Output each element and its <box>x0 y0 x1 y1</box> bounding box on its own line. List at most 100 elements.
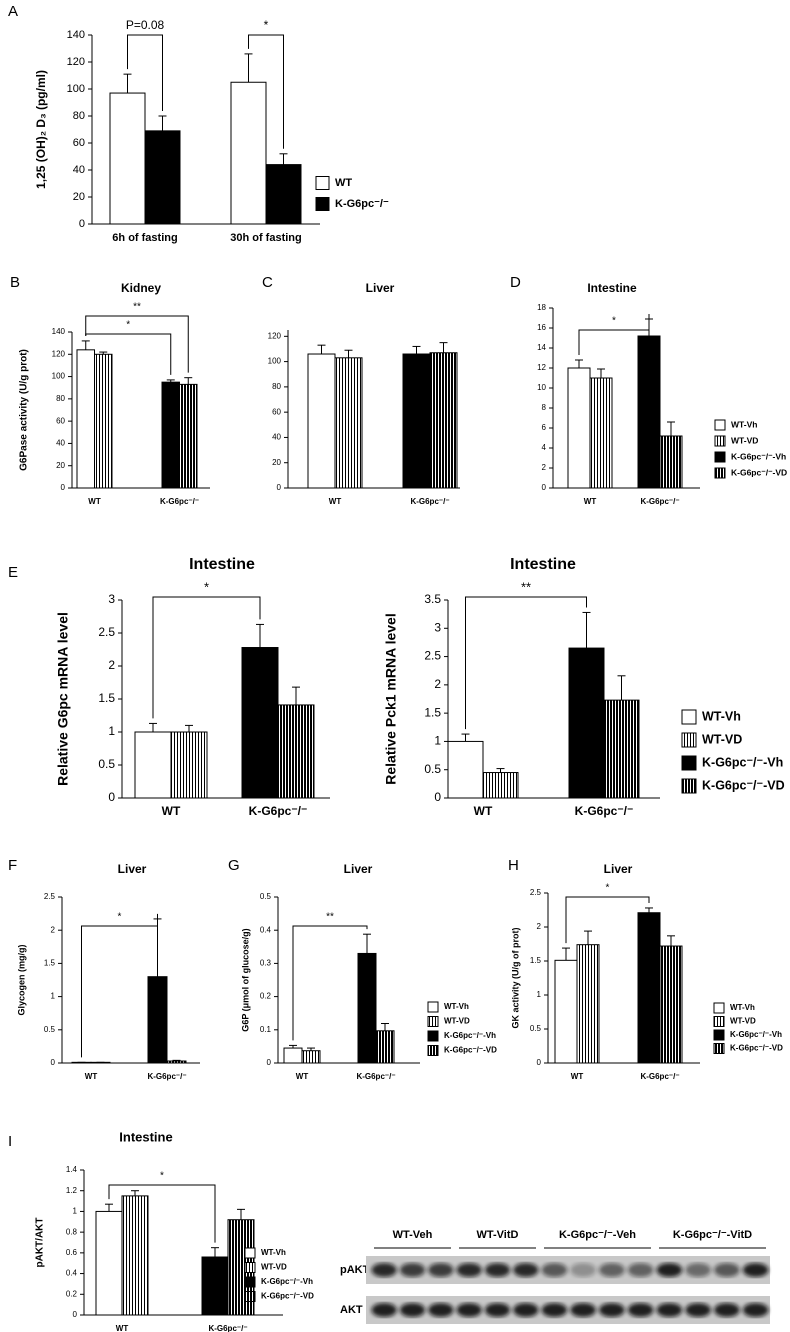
legend-swatch <box>427 1045 439 1056</box>
y-tick-label: 0.4 <box>66 1269 78 1278</box>
x-tick-label: K-G6pc⁻/⁻ <box>160 497 199 506</box>
bar <box>166 1060 187 1064</box>
y-tick-label: 1.5 <box>98 691 115 705</box>
western-blot: WT-Veh WT-VitD K-G6pc⁻/⁻-Veh K-G6pc⁻/⁻-VitD… <box>340 1229 770 1324</box>
legend-label: K-G6pc⁻/⁻ <box>335 198 389 210</box>
bar <box>659 435 683 489</box>
legend-swatch <box>714 419 726 431</box>
error-bar <box>131 1190 139 1196</box>
panel-letter: E <box>8 564 18 581</box>
y-axis-title: G6P (μmol of glucose/g) <box>240 928 250 1031</box>
bar <box>94 353 113 489</box>
chart-panel: C Liver 0 20 40 60 80 100 120 WT K-G6pc⁻/⁻ <box>262 274 460 506</box>
y-tick-label: 2 <box>542 463 547 472</box>
y-tick-label: 16 <box>537 323 546 332</box>
error-bar <box>575 359 583 368</box>
bar <box>201 1256 229 1316</box>
error-bar <box>81 340 90 350</box>
bar <box>637 912 661 1064</box>
blot-band <box>399 1263 426 1277</box>
error-bar <box>439 342 448 353</box>
y-tick-label: 2.5 <box>44 892 56 901</box>
y-tick-label: 0 <box>51 1058 56 1067</box>
y-tick-label: 0 <box>267 1058 272 1067</box>
bar <box>76 349 95 489</box>
y-tick-label: 1 <box>73 1207 78 1216</box>
y-tick-label: 1.2 <box>66 1186 78 1195</box>
y-tick-label: 2 <box>108 658 115 672</box>
x-tick-label: 30h of fasting <box>230 232 302 244</box>
chart-title: Kidney <box>121 281 161 295</box>
legend-swatch <box>681 709 697 725</box>
significance-bracket <box>465 596 587 730</box>
y-axis-title: G6Pase activity (U/g prot) <box>19 349 30 471</box>
y-tick-label: 140 <box>52 327 66 336</box>
chart-title: Intestine <box>119 1129 172 1144</box>
error-bar <box>172 1059 181 1062</box>
legend-swatch <box>681 755 697 771</box>
chart-panel: I Intestine pAKT/AKT 0 0.2 0.4 0.6 0.8 1 1.2 1.4 WT… <box>8 1129 314 1332</box>
y-tick-label: 0.3 <box>260 959 272 968</box>
chart-title: Liver <box>344 862 373 876</box>
x-tick-label: WT <box>474 804 493 818</box>
legend-label: K-G6pc⁻/⁻-Vh <box>261 1277 313 1286</box>
chart-title: Intestine <box>587 281 637 295</box>
bar <box>589 377 613 489</box>
bar <box>147 976 168 1064</box>
y-tick-label: 120 <box>52 349 66 358</box>
blot-band <box>598 1263 625 1277</box>
blot-band <box>428 1263 454 1277</box>
y-axis-title: 1,25 (OH)₂ D₃ (pg/ml) <box>34 70 48 189</box>
significance-bracket <box>85 333 172 375</box>
legend-label: K-G6pc⁻/⁻-VD <box>261 1292 314 1301</box>
legend-label: K-G6pc⁻/⁻-VD <box>702 778 785 792</box>
blot-band <box>627 1303 654 1317</box>
y-tick-label: 10 <box>537 383 546 392</box>
y-axis-title: Relative G6pc mRNA level <box>55 612 71 786</box>
chart-panel: A 1,25 (OH)₂ D₃ (pg/ml) 0 20 40 60 80 100 120 140… <box>8 3 389 244</box>
error-bar <box>99 351 108 355</box>
legend-swatch <box>714 451 726 463</box>
y-tick-label: 2.5 <box>424 649 441 663</box>
y-tick-label: 1.4 <box>66 1165 78 1174</box>
chart-panel: Intestine Relative Pck1 mRNA level 0 0.5 1 1.… <box>383 556 785 818</box>
y-tick-label: 60 <box>73 137 85 149</box>
y-axis-title: pAKT/AKT <box>35 1218 46 1268</box>
bar <box>170 731 208 799</box>
bar <box>144 130 181 225</box>
error-bar <box>461 733 470 742</box>
bar <box>307 353 336 489</box>
error-bar <box>158 115 167 131</box>
y-axis-title: Glycogen (mg/g) <box>16 944 26 1015</box>
legend-label: WT-Vh <box>731 419 757 429</box>
y-tick-label: 1.5 <box>530 956 542 965</box>
chart-panel: G Liver G6P (μmol of glucose/g) 0 0.1 0.2 0.3 0… <box>228 857 497 1081</box>
y-tick-label: 100 <box>268 357 282 366</box>
panel-letter: G <box>228 857 240 874</box>
chart-panel: H Liver GK activity (U/g of prot) 0 0.5 1 1.5 2… <box>508 857 783 1081</box>
y-tick-label: 0 <box>537 1058 542 1067</box>
y-tick-label: 0 <box>277 483 282 492</box>
bar <box>402 353 431 489</box>
blot-band <box>371 1263 397 1277</box>
bar <box>277 704 315 799</box>
y-tick-label: 0.1 <box>260 1025 272 1034</box>
legend-label: WT-VD <box>731 435 758 445</box>
error-bar <box>105 1203 113 1212</box>
chart-panel: B Kidney G6Pase activity (U/g prot) 0 20 40 60… <box>10 274 210 506</box>
y-tick-label: 0.5 <box>98 757 115 771</box>
y-tick-label: 4 <box>542 443 547 452</box>
legend-swatch <box>244 1247 256 1259</box>
bar <box>576 944 600 1064</box>
bar <box>568 647 605 799</box>
significance-bracket <box>565 896 650 944</box>
x-tick-label: K-G6pc⁻/⁻ <box>208 1324 247 1332</box>
bar <box>659 945 683 1064</box>
bar <box>603 699 640 799</box>
chart-title: Liver <box>604 862 633 876</box>
legend-label: WT-VD <box>702 732 742 746</box>
error-bar <box>344 349 353 358</box>
bar <box>230 81 267 225</box>
blot-band <box>541 1263 568 1277</box>
